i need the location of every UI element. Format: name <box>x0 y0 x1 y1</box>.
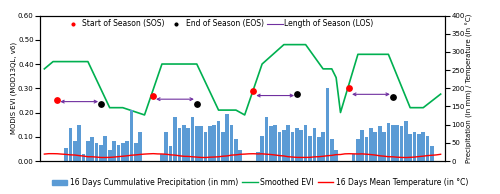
Y-axis label: MODIS EVI (MOD13QL, v6): MODIS EVI (MOD13QL, v6) <box>10 42 16 134</box>
Bar <box>326 88 330 161</box>
Bar <box>430 146 434 161</box>
Bar <box>82 154 86 161</box>
Bar <box>216 121 220 161</box>
Bar <box>290 132 294 161</box>
Bar <box>330 139 334 161</box>
Legend: Start of Season (SOS), End of Season (EOS), Length of Season (LOS): Start of Season (SOS), End of Season (EO… <box>64 18 375 30</box>
Bar <box>226 114 229 161</box>
Bar <box>426 136 430 161</box>
Bar <box>125 141 129 161</box>
Bar <box>104 136 107 161</box>
Bar <box>200 126 203 161</box>
Bar <box>221 132 225 161</box>
Bar <box>178 128 181 161</box>
Bar <box>90 137 94 161</box>
Bar <box>108 150 112 161</box>
Bar <box>404 121 407 161</box>
Bar <box>238 150 242 161</box>
Bar <box>182 125 186 161</box>
Bar <box>369 128 373 161</box>
Bar <box>382 132 386 161</box>
Bar <box>386 123 390 161</box>
Bar <box>138 132 142 161</box>
Bar <box>173 117 177 161</box>
Bar <box>190 117 194 161</box>
Bar <box>408 134 412 161</box>
Bar <box>264 117 268 161</box>
Bar <box>317 137 320 161</box>
Bar <box>356 139 360 161</box>
Point <box>193 102 201 106</box>
Point <box>388 95 396 98</box>
Bar <box>365 137 368 161</box>
Bar <box>64 148 68 161</box>
Bar <box>300 130 303 161</box>
Point <box>97 102 105 106</box>
Bar <box>164 132 168 161</box>
Bar <box>230 125 234 161</box>
Bar <box>391 125 394 161</box>
Bar <box>422 132 425 161</box>
Y-axis label: Precipitation (in mm) / Temperature (in °C): Precipitation (in mm) / Temperature (in … <box>466 14 473 163</box>
Bar <box>304 125 308 161</box>
Bar <box>360 130 364 161</box>
Bar <box>160 154 164 161</box>
Bar <box>321 132 325 161</box>
Bar <box>95 143 98 161</box>
Bar <box>352 154 356 161</box>
Point <box>149 94 157 97</box>
Bar <box>334 150 338 161</box>
Bar <box>282 130 286 161</box>
Bar <box>116 145 120 161</box>
Point <box>345 87 353 90</box>
Bar <box>130 110 134 161</box>
Bar <box>78 125 81 161</box>
Bar <box>169 146 172 161</box>
Bar <box>374 132 377 161</box>
Bar <box>204 132 208 161</box>
Bar <box>112 141 116 161</box>
Bar <box>68 128 72 161</box>
Bar <box>400 126 404 161</box>
Bar <box>234 139 238 161</box>
Bar <box>378 126 382 161</box>
Bar <box>278 132 281 161</box>
Bar <box>195 126 198 161</box>
Bar <box>286 125 290 161</box>
Bar <box>417 134 420 161</box>
Legend: 16 Days Cummulative Precipitation (in mm), Smoothed EVI, 16 Days Mean Temperatur: 16 Days Cummulative Precipitation (in mm… <box>49 175 471 190</box>
Bar <box>412 132 416 161</box>
Bar <box>260 136 264 161</box>
Bar <box>212 125 216 161</box>
Bar <box>134 143 138 161</box>
Bar <box>121 143 124 161</box>
Point <box>293 93 301 96</box>
Bar <box>274 125 277 161</box>
Bar <box>86 141 90 161</box>
Bar <box>295 128 299 161</box>
Bar <box>308 136 312 161</box>
Bar <box>208 126 212 161</box>
Bar <box>73 141 76 161</box>
Bar <box>312 128 316 161</box>
Bar <box>186 128 190 161</box>
Bar <box>99 145 103 161</box>
Bar <box>269 126 272 161</box>
Bar <box>256 152 260 161</box>
Point <box>250 89 258 92</box>
Bar <box>395 125 399 161</box>
Point <box>54 99 62 102</box>
